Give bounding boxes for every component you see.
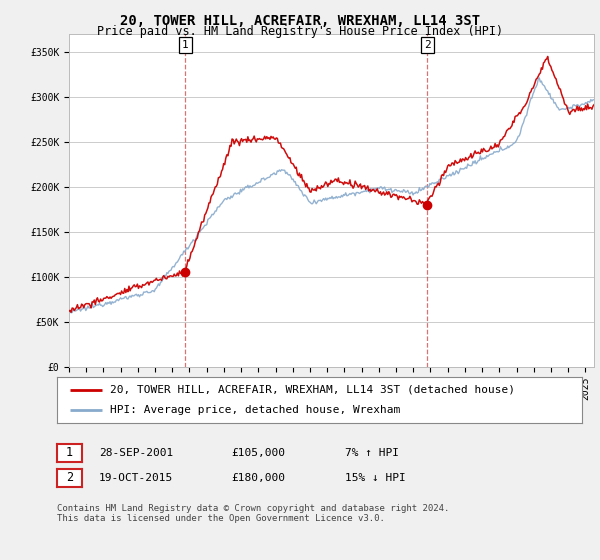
Text: £105,000: £105,000 xyxy=(231,448,285,458)
Text: 28-SEP-2001: 28-SEP-2001 xyxy=(99,448,173,458)
Text: 7% ↑ HPI: 7% ↑ HPI xyxy=(345,448,399,458)
Text: 1: 1 xyxy=(66,446,73,459)
Text: 15% ↓ HPI: 15% ↓ HPI xyxy=(345,473,406,483)
Text: Contains HM Land Registry data © Crown copyright and database right 2024.
This d: Contains HM Land Registry data © Crown c… xyxy=(57,504,449,524)
Text: Price paid vs. HM Land Registry's House Price Index (HPI): Price paid vs. HM Land Registry's House … xyxy=(97,25,503,38)
Text: HPI: Average price, detached house, Wrexham: HPI: Average price, detached house, Wrex… xyxy=(110,405,400,416)
Text: 2: 2 xyxy=(424,40,430,50)
Text: £180,000: £180,000 xyxy=(231,473,285,483)
Text: 19-OCT-2015: 19-OCT-2015 xyxy=(99,473,173,483)
Text: 20, TOWER HILL, ACREFAIR, WREXHAM, LL14 3ST: 20, TOWER HILL, ACREFAIR, WREXHAM, LL14 … xyxy=(120,14,480,28)
Text: 1: 1 xyxy=(182,40,188,50)
Text: 20, TOWER HILL, ACREFAIR, WREXHAM, LL14 3ST (detached house): 20, TOWER HILL, ACREFAIR, WREXHAM, LL14 … xyxy=(110,385,515,395)
Text: 2: 2 xyxy=(66,472,73,484)
